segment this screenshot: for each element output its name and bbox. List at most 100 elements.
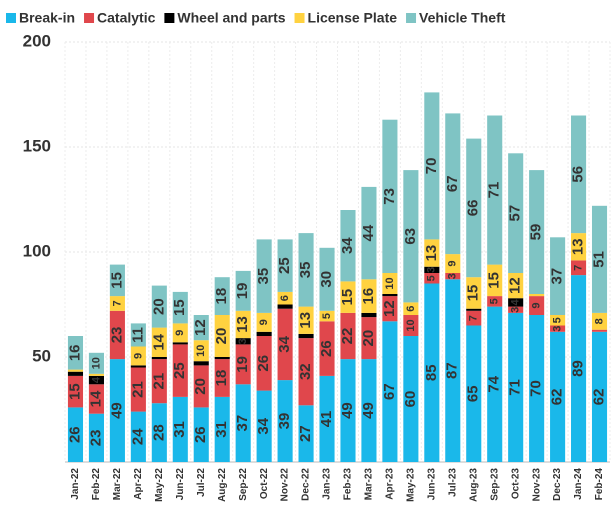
x-tick-label: Jun-22 — [175, 468, 186, 501]
bar-segment — [319, 321, 335, 376]
data-label: 15 — [171, 299, 188, 316]
legend-label: Catalytic — [97, 10, 156, 26]
bar-segment — [591, 331, 608, 462]
bar-segment — [151, 403, 167, 462]
data-label: 34 — [276, 335, 293, 352]
data-label: 7 — [572, 265, 584, 271]
bar-segment — [298, 306, 314, 334]
x-tick-label: Jul-22 — [196, 468, 207, 497]
bar-segment — [361, 317, 377, 360]
x-tick-label: Sep-23 — [489, 468, 500, 501]
bar-segment — [361, 186, 377, 280]
data-label: 14 — [150, 333, 167, 350]
bar-segment — [571, 233, 587, 261]
data-label: 35 — [297, 262, 314, 279]
bar-segment — [550, 237, 566, 315]
data-label: 15 — [108, 272, 125, 289]
data-label: 49 — [108, 402, 125, 419]
data-label: 49 — [339, 402, 356, 419]
bar-segment — [172, 396, 188, 462]
bar-segment — [466, 308, 482, 311]
data-label: 25 — [171, 362, 188, 379]
bar-segment — [193, 361, 209, 366]
data-label: 15 — [486, 272, 503, 289]
bar-segment — [424, 92, 440, 240]
bar-segment — [529, 170, 545, 294]
data-label: 3 — [510, 307, 522, 313]
data-label: 67 — [381, 383, 398, 400]
bar-segment — [109, 264, 125, 297]
bar-segment — [466, 325, 482, 462]
legend-swatch — [84, 13, 95, 23]
bar-segment — [151, 285, 167, 328]
bar-segment — [109, 296, 125, 311]
data-label: 19 — [234, 356, 251, 373]
data-label: 71 — [507, 379, 524, 396]
data-label: 26 — [66, 426, 83, 443]
bar-segment — [445, 279, 461, 462]
bar-segment — [130, 365, 146, 368]
data-label: 3 — [552, 326, 564, 332]
data-label: 21 — [150, 373, 167, 390]
x-tick-label: Nov-23 — [531, 468, 542, 502]
data-label: 20 — [150, 298, 167, 315]
bar-segment — [487, 115, 503, 265]
data-label: 23 — [108, 327, 125, 344]
data-label: 39 — [276, 413, 293, 430]
bar-segment — [529, 294, 545, 297]
bar-segment — [151, 359, 167, 404]
x-tick-label: Aug-23 — [468, 468, 479, 502]
bar-segment — [403, 315, 419, 336]
bar-segment — [466, 277, 482, 309]
data-label: 9 — [132, 353, 144, 359]
bar-segment — [466, 310, 482, 326]
bar-segment — [382, 294, 398, 297]
bar-segment — [529, 315, 545, 462]
x-tick-label: Aug-22 — [217, 468, 228, 502]
bar-segment — [591, 312, 608, 330]
bar-segment — [361, 359, 377, 462]
bar-segment — [424, 283, 440, 462]
data-label: 63 — [402, 228, 419, 245]
data-label: 26 — [255, 355, 272, 372]
bar-segment — [193, 407, 209, 462]
data-label: 70 — [528, 380, 545, 397]
bar-segment — [591, 329, 608, 332]
legend-label: Wheel and parts — [177, 10, 285, 26]
bar-segment — [214, 277, 230, 315]
data-label: 13 — [297, 312, 314, 329]
bar-segment — [256, 390, 272, 462]
data-label: 15 — [465, 285, 482, 302]
data-label: 56 — [570, 166, 587, 183]
data-label: 13 — [570, 238, 587, 255]
data-label: 15 — [339, 289, 356, 306]
data-label: 24 — [129, 428, 146, 445]
legend-swatch — [6, 13, 16, 23]
bar-segment — [109, 359, 125, 462]
bar-segment — [550, 325, 566, 332]
bar-segment — [277, 304, 293, 309]
bar-segment — [172, 342, 188, 345]
bar-segment — [130, 411, 146, 462]
bar-segment — [151, 327, 167, 357]
y-tick-label: 50 — [32, 346, 51, 365]
x-tick-label: Dec-22 — [301, 468, 312, 501]
x-tick-label: Oct-22 — [259, 468, 270, 500]
x-tick-label: Apr-22 — [133, 468, 144, 500]
data-label: 16 — [66, 344, 83, 361]
x-tick-label: Mar-23 — [364, 468, 375, 501]
data-label: 19 — [234, 283, 251, 300]
bar-segment — [571, 260, 587, 276]
data-label: 62 — [590, 389, 607, 406]
bar-segment — [319, 375, 335, 462]
legend-swatch — [406, 13, 417, 23]
bar-segment — [277, 239, 293, 292]
data-label: 9 — [447, 260, 459, 266]
data-label: 27 — [297, 425, 314, 442]
bar-segment — [340, 281, 356, 313]
bar-segment — [340, 312, 356, 360]
data-label: 85 — [423, 364, 440, 381]
data-label: 20 — [360, 330, 377, 347]
legend-swatch — [294, 13, 305, 23]
data-label: 34 — [339, 237, 356, 254]
